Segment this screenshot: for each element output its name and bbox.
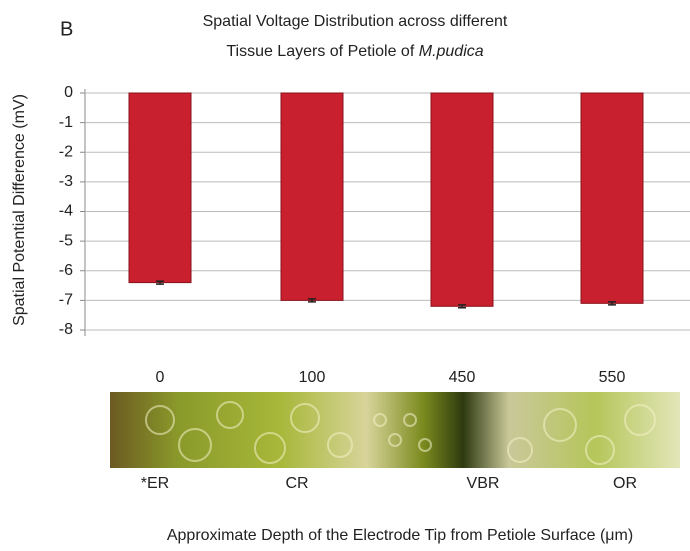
x-tick-label: 100 [299, 369, 326, 386]
x-tick-label: 450 [449, 369, 476, 386]
y-tick-label: -4 [59, 203, 73, 220]
y-axis-label: Spatial Potential Difference (mV) [11, 94, 28, 326]
y-tick-label: -5 [59, 232, 73, 249]
tissue-label: CR [285, 475, 308, 492]
bar [281, 93, 343, 300]
tissue-image [110, 392, 680, 468]
x-axis-label: Approximate Depth of the Electrode Tip f… [167, 527, 633, 544]
bar [431, 93, 493, 306]
tissue-label: *ER [141, 475, 169, 492]
tissue-label: VBR [467, 475, 500, 492]
y-tick-label: -3 [59, 173, 73, 190]
species-name: M.pudica [419, 43, 484, 60]
x-tick-label: 0 [156, 369, 165, 386]
y-tick-label: -6 [59, 262, 73, 279]
bar [129, 93, 191, 283]
bar [581, 93, 643, 303]
tissue-label: OR [613, 475, 637, 492]
chart-title: Spatial Voltage Distribution across diff… [203, 13, 508, 30]
y-tick-label: -8 [59, 321, 73, 338]
y-tick-label: -1 [59, 114, 73, 131]
x-tick-label: 550 [599, 369, 626, 386]
chart: B Spatial Voltage Distribution across di… [0, 0, 690, 551]
y-tick-label: -2 [59, 143, 73, 160]
panel-label: B [60, 18, 73, 40]
chart-title-line: Tissue Layers of Petiole of [226, 43, 415, 60]
y-tick-label: -7 [59, 292, 73, 309]
chart-title: Tissue Layers of Petiole of M.pudica [226, 43, 483, 60]
y-tick-label: 0 [64, 84, 73, 101]
